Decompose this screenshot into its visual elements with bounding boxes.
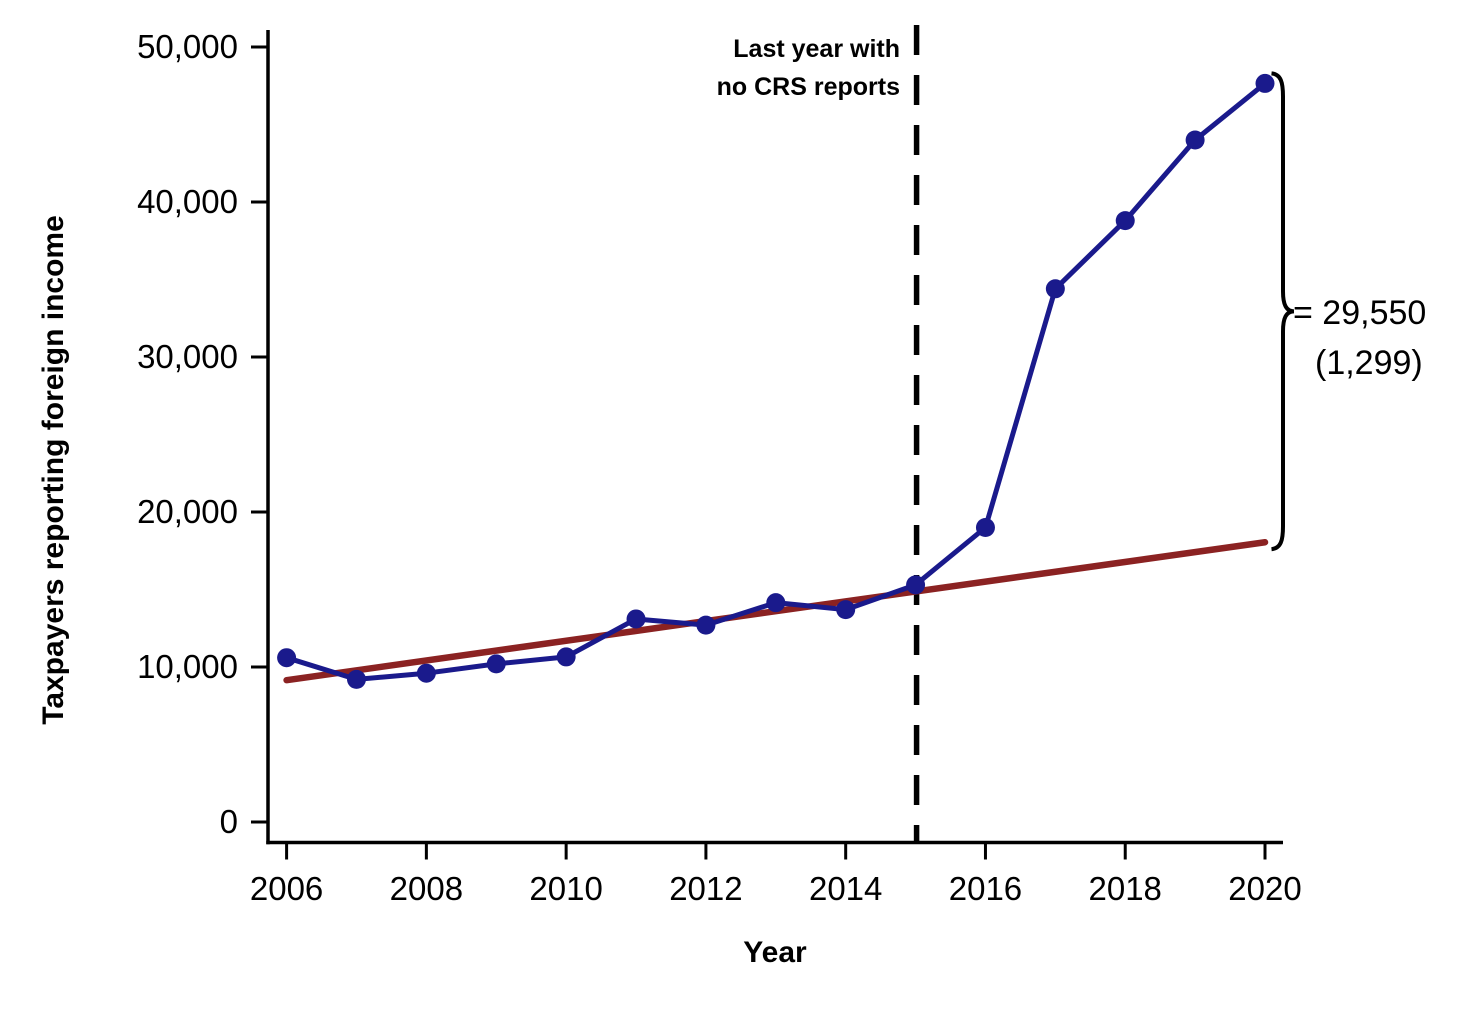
data-point	[1185, 130, 1205, 150]
dashed-line-annotation-line2: no CRS reports	[716, 73, 900, 101]
data-point	[1045, 279, 1065, 299]
y-tick-label: 50,000	[137, 28, 238, 65]
data-point	[836, 600, 856, 620]
data-point	[486, 654, 506, 674]
data-point	[416, 663, 436, 683]
x-tick-label: 2018	[1088, 870, 1162, 907]
data-point	[346, 669, 366, 689]
brace-annotation-line1: = 29,550	[1293, 294, 1427, 332]
x-tick-label: 2020	[1228, 870, 1302, 907]
dashed-line-annotation: Last year with no CRS reports	[717, 30, 900, 106]
y-tick-label: 20,000	[137, 493, 238, 530]
data-point	[906, 575, 926, 595]
y-tick-label: 40,000	[137, 183, 238, 220]
dashed-line-annotation-line1: Last year with	[733, 35, 900, 63]
data-point	[696, 615, 716, 635]
data-point	[1115, 211, 1135, 231]
x-tick-label: 2014	[808, 870, 883, 907]
x-tick-label: 2012	[669, 870, 743, 907]
brace-annotation-line2: (1,299)	[1315, 344, 1423, 382]
data-point	[766, 593, 786, 613]
y-tick-label: 0	[219, 803, 238, 840]
x-tick-label: 2010	[529, 870, 603, 907]
brace-annotation: = 29,550 (1,299)	[1293, 288, 1426, 388]
y-tick-label: 10,000	[137, 648, 238, 685]
data-point	[556, 647, 576, 667]
data-line	[284, 80, 1268, 682]
x-tick-label: 2008	[389, 870, 464, 907]
data-point	[1255, 73, 1275, 93]
brace	[1271, 71, 1295, 552]
data-point	[277, 648, 297, 668]
data-point	[975, 518, 995, 537]
y-tick-label: 30,000	[137, 338, 238, 375]
x-axis-title: Year	[743, 936, 807, 969]
data-point	[626, 609, 646, 629]
x-tick-label: 2006	[249, 870, 324, 907]
x-tick-label: 2016	[948, 870, 1023, 907]
y-axis-title: Taxpayers reporting foreign income	[37, 215, 70, 725]
